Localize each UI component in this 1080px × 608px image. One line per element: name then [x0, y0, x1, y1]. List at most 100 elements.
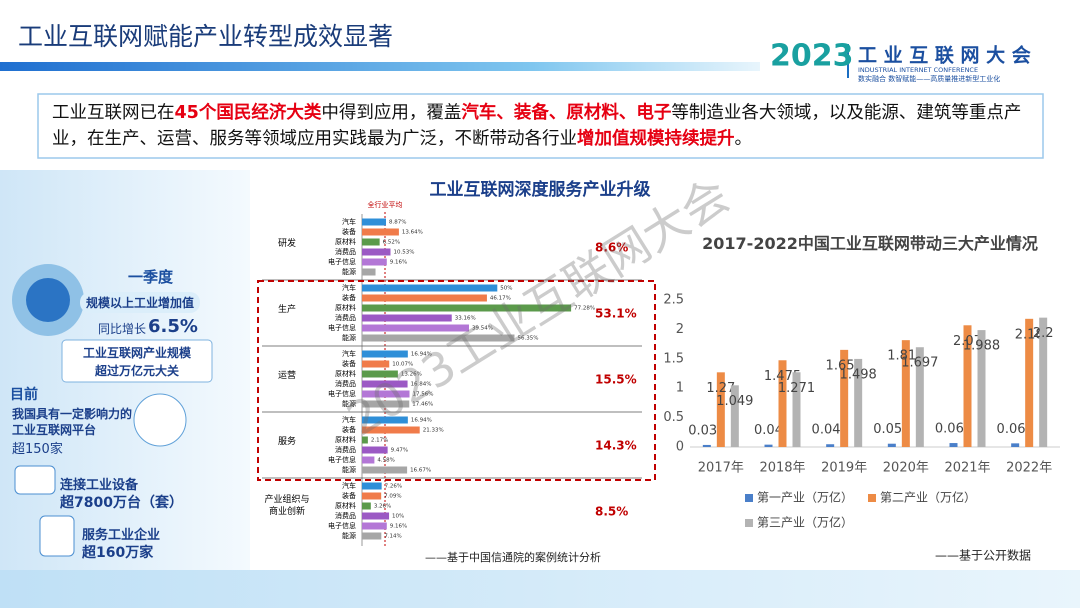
value-label: 1.988 [963, 339, 1000, 354]
value-label: 2.17% [371, 438, 388, 444]
bar [362, 446, 388, 454]
bar [1011, 443, 1020, 447]
value-label: 6.52% [383, 240, 400, 246]
bar [362, 456, 375, 464]
row-label: 能源 [342, 333, 356, 342]
logo-en: INDUSTRIAL INTERNET CONFERENCE [858, 66, 978, 74]
legend-label: 第一产业（万亿） [757, 490, 853, 505]
value-label: 77.28% [574, 306, 595, 312]
platform-line: 我国具有一定影响力的 [12, 407, 133, 421]
row-label: 原材料 [335, 369, 356, 378]
bar [826, 444, 835, 447]
bar [949, 443, 958, 447]
chart-title: 工业互联网深度服务产业升级 [430, 179, 651, 200]
value-label: 33.16% [455, 316, 476, 322]
row-label: 装备 [342, 293, 356, 302]
gear-icon-core [26, 278, 70, 322]
bar [362, 314, 452, 322]
group-label: 服务 [277, 437, 296, 447]
value-label: 10.07% [392, 362, 413, 368]
bar [362, 436, 368, 444]
quarter-label: 一季度 [128, 268, 174, 286]
value-label: 3.26% [374, 504, 391, 510]
row-label: 能源 [342, 399, 356, 408]
platform-value: 超150家 [12, 442, 63, 457]
group-value: 53.1% [595, 307, 637, 321]
row-label: 消费品 [335, 379, 356, 388]
y-tick-label: 1 [676, 381, 684, 396]
bar [362, 502, 371, 510]
bar [1039, 317, 1048, 447]
value-label: 16.94% [411, 352, 432, 358]
logo-slogan: 数实融合 数智赋能——高质量推进新型工业化 [858, 74, 1000, 83]
bar [362, 304, 572, 312]
value-label: 1.27 [706, 381, 735, 396]
bar [792, 372, 801, 447]
y-tick-label: 2 [676, 322, 684, 337]
y-tick-label: 1.5 [663, 351, 684, 366]
bar [362, 324, 469, 332]
value-label: 10% [392, 514, 404, 520]
y-tick-label: 0.5 [663, 410, 684, 425]
bar [1025, 318, 1034, 447]
scale-line: 工业互联网产业规模 [82, 346, 191, 360]
value-label: 50% [500, 286, 512, 292]
row-label: 电子信息 [328, 257, 356, 266]
value-label: 2.07 [953, 334, 982, 349]
scale-panel [61, 339, 213, 383]
x-tick-label: 2021年 [944, 461, 990, 476]
firms-value: 超160万家 [82, 545, 154, 561]
value-label: 1.697 [901, 356, 938, 371]
row-label: 汽车 [342, 283, 356, 292]
legend-label: 第三产业（万亿） [757, 515, 853, 530]
bar [764, 444, 773, 447]
value-label: 0.056 [873, 422, 910, 437]
value-label: 16.94% [411, 418, 432, 424]
intro-highlight: 汽车、装备、原材料、电子 [461, 103, 672, 123]
row-label: 原材料 [335, 435, 356, 444]
source-note: ——基于公开数据 [935, 548, 1031, 563]
value-label: 46.17% [490, 296, 511, 302]
row-label: 装备 [342, 425, 356, 434]
legend-swatch [745, 519, 753, 527]
cloud-icon [133, 393, 187, 447]
bar [702, 444, 711, 447]
growth-label: 同比增长 [98, 322, 147, 336]
bar [915, 347, 924, 447]
group-label: 生产 [277, 305, 296, 315]
bar [362, 466, 408, 474]
x-tick-label: 2022年 [1006, 461, 1052, 476]
intro-segment: 等制造业各大领域，以及能源、建筑等重点产业，在生产、运营、服务等领域应用实践最为… [52, 103, 1022, 149]
row-label: 消费品 [335, 247, 356, 256]
intro-segment: 工业互联网已在 [52, 103, 175, 123]
x-tick-label: 2020年 [883, 461, 929, 476]
bar [963, 325, 972, 447]
value-label: 4.58% [377, 458, 394, 464]
value-label: 1.049 [716, 394, 753, 409]
value-label: 21.33% [423, 428, 444, 434]
bar [362, 416, 408, 424]
page-title: 工业互联网赋能产业转型成效显著 [18, 22, 393, 51]
row-label: 能源 [342, 531, 356, 540]
quarter-item: 规模以上工业增加值 [80, 292, 201, 313]
group-label: 研发 [277, 239, 296, 249]
y-tick-label: 0 [676, 440, 684, 455]
value-label: 17.46% [412, 402, 433, 408]
row-label: 原材料 [335, 501, 356, 510]
firm-icon [39, 515, 75, 557]
devices-label: 连接工业设备 [60, 478, 139, 493]
row-label: 电子信息 [328, 521, 356, 530]
bar [362, 350, 408, 358]
bar [362, 370, 398, 378]
bar [362, 426, 420, 434]
row-label: 消费品 [335, 511, 356, 520]
value-label: 13.26% [401, 372, 422, 378]
intro-segment: 中得到应用，覆盖 [321, 103, 462, 123]
value-label: 9.16% [390, 524, 407, 530]
value-label: 1.817 [887, 349, 924, 364]
bar [362, 512, 390, 520]
value-label: 17.56% [413, 392, 434, 398]
bar [716, 372, 725, 447]
value-label: 10.53% [393, 250, 414, 256]
